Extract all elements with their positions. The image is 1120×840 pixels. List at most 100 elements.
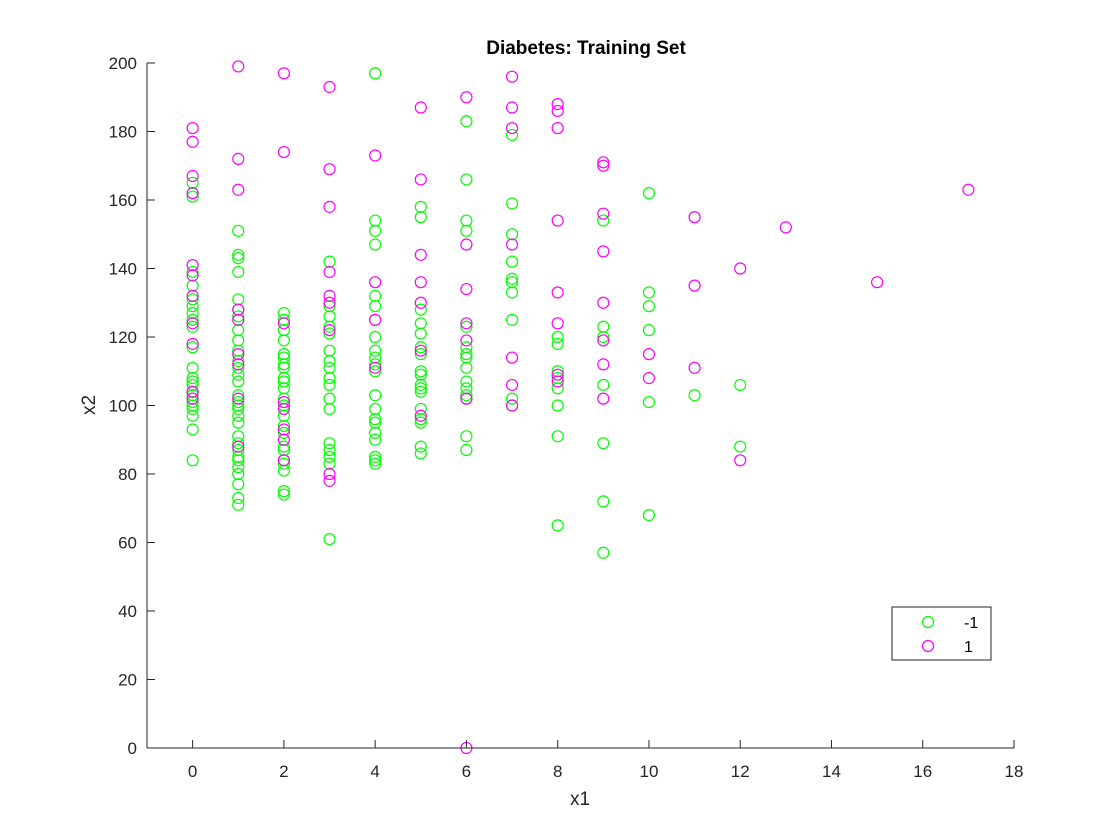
data-point [551, 337, 564, 350]
data-point [277, 454, 290, 467]
data-point [277, 426, 290, 439]
data-point [186, 289, 199, 302]
data-point [642, 372, 656, 385]
data-point [323, 402, 336, 416]
data-point [277, 313, 290, 326]
data-point [186, 121, 199, 135]
data-point [323, 344, 336, 357]
data-point [688, 279, 701, 292]
data-point [232, 375, 245, 388]
data-point [734, 378, 747, 392]
data-point [277, 67, 290, 80]
data-point [597, 378, 610, 392]
data-point [551, 372, 564, 385]
data-point [323, 457, 336, 470]
data-point [460, 361, 473, 374]
x-tick-label: 8 [553, 762, 562, 781]
y-tick-label: 120 [109, 328, 137, 347]
legend-label-neg1: -1 [964, 615, 978, 632]
data-point [186, 395, 199, 409]
x-tick-label: 12 [731, 762, 750, 781]
data-point [323, 354, 336, 368]
data-point [186, 341, 199, 354]
data-point [323, 532, 336, 546]
data-point [414, 344, 427, 357]
data-point [460, 317, 473, 330]
data-point [414, 276, 427, 289]
data-point [460, 115, 473, 128]
data-point [277, 382, 290, 395]
data-point [551, 365, 564, 378]
data-point [232, 402, 245, 416]
data-point [186, 454, 199, 467]
data-point [232, 399, 245, 412]
data-point [505, 378, 519, 392]
data-point [414, 402, 427, 416]
data-point [323, 296, 336, 309]
data-point [597, 296, 610, 309]
data-point [597, 214, 610, 227]
data-point [597, 159, 610, 172]
data-point [186, 399, 199, 412]
data-point [414, 365, 427, 378]
legend-label-pos1: 1 [964, 639, 973, 656]
data-point [232, 361, 245, 374]
data-point [505, 255, 519, 268]
data-point [323, 163, 336, 176]
data-point [688, 211, 701, 224]
data-point [597, 392, 610, 405]
data-point [460, 348, 473, 361]
data-point [460, 375, 473, 388]
data-point [277, 324, 290, 337]
data-point [186, 258, 199, 272]
x-tick-label: 14 [822, 762, 841, 781]
y-tick-label: 40 [118, 602, 137, 621]
data-point [460, 173, 473, 186]
data-point [232, 348, 245, 361]
data-point [642, 187, 656, 200]
data-point [460, 341, 473, 354]
data-point [597, 437, 610, 450]
data-point [369, 238, 382, 251]
data-point [277, 375, 290, 388]
data-point [369, 365, 382, 378]
data-point [232, 409, 245, 422]
data-point [369, 402, 382, 416]
data-point [551, 317, 564, 330]
y-tick-label: 140 [109, 260, 137, 279]
data-point [323, 255, 336, 268]
data-point [962, 183, 975, 196]
data-point [597, 358, 610, 371]
data-point [642, 348, 656, 361]
data-point [277, 392, 290, 405]
data-point [232, 395, 245, 409]
data-point [597, 330, 610, 344]
data-point [277, 440, 290, 453]
data-point [505, 392, 519, 405]
data-point [597, 334, 610, 347]
y-tick-label: 100 [109, 397, 137, 416]
data-point [232, 430, 245, 443]
data-point [414, 303, 427, 316]
data-point [323, 443, 336, 457]
data-point [232, 498, 245, 511]
data-point [688, 361, 701, 374]
data-point [642, 286, 656, 299]
data-point [323, 300, 336, 313]
data-point [369, 344, 382, 357]
y-tick-label: 20 [118, 671, 137, 690]
data-point [460, 389, 473, 402]
data-point [232, 443, 245, 457]
data-point [232, 454, 245, 467]
data-point [323, 200, 336, 213]
data-point [460, 320, 473, 333]
data-point [460, 351, 473, 364]
data-point [186, 313, 199, 326]
data-point [277, 306, 290, 320]
data-point [186, 293, 199, 306]
data-point [369, 351, 382, 364]
data-point [642, 508, 656, 522]
data-point [460, 214, 473, 227]
data-point [277, 348, 290, 361]
